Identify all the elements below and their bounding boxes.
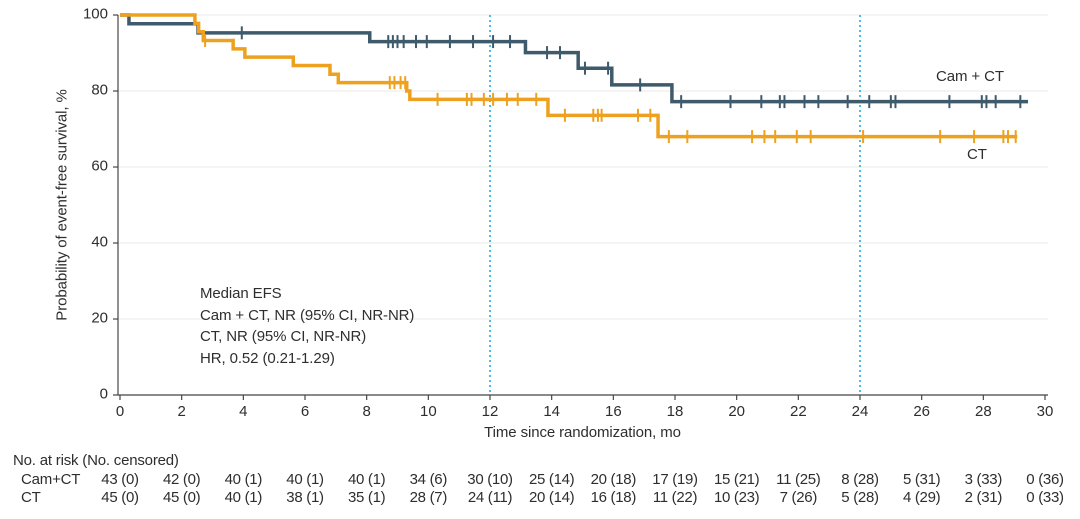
at-risk-value: 4 (29) xyxy=(902,489,941,506)
x-tick-label: 26 xyxy=(913,403,930,420)
at-risk-value: 0 (33) xyxy=(1026,489,1064,506)
at-risk-value: 15 (21) xyxy=(713,471,760,488)
at-risk-value: 40 (1) xyxy=(286,471,324,488)
at-risk-row-label-cam-ct: Cam+CT xyxy=(21,471,81,488)
x-tick-label: 6 xyxy=(300,403,310,420)
at-risk-value: 34 (6) xyxy=(409,471,448,488)
at-risk-value: 24 (11) xyxy=(467,489,513,506)
x-tick-label: 8 xyxy=(362,403,371,420)
at-risk-value: 38 (1) xyxy=(286,489,324,506)
at-risk-value: 11 (25) xyxy=(776,471,821,488)
y-tick-label: 20 xyxy=(91,309,108,327)
annotation-line-3: CT, NR (95% CI, NR-NR) xyxy=(200,328,367,345)
km-curve-ct xyxy=(120,13,1018,139)
km-curve-cam-ct xyxy=(120,13,1029,104)
y-axis-title: Probability of event-free survival, % xyxy=(53,89,71,321)
y-tick-label: 80 xyxy=(91,81,108,99)
x-tick-label: 30 xyxy=(1036,403,1054,420)
at-risk-header: No. at risk (No. censored) xyxy=(13,452,179,469)
y-tick-label: 0 xyxy=(99,385,108,403)
at-risk-value: 25 (14) xyxy=(528,471,575,488)
annotation-line-1: Median EFS xyxy=(200,285,282,302)
at-risk-value: 40 (1) xyxy=(224,489,263,506)
x-tick-label: 4 xyxy=(239,403,248,420)
at-risk-value: 5 (31) xyxy=(902,471,941,488)
at-risk-value: 28 (7) xyxy=(409,489,448,506)
at-risk-value: 3 (33) xyxy=(964,471,1003,488)
at-risk-value: 30 (10) xyxy=(467,471,513,488)
at-risk-value: 43 (0) xyxy=(101,471,139,488)
x-tick-label: 0 xyxy=(115,403,125,420)
x-tick-label: 28 xyxy=(974,403,992,420)
at-risk-row-label-ct: CT xyxy=(21,489,41,506)
at-risk-value: 10 (23) xyxy=(713,489,760,506)
x-tick-label: 24 xyxy=(851,403,869,420)
at-risk-value: 45 (0) xyxy=(101,489,139,506)
km-plot-canvas xyxy=(113,13,1048,400)
x-tick-label: 14 xyxy=(543,403,560,420)
at-risk-value: 0 (36) xyxy=(1026,471,1064,488)
x-tick-label: 20 xyxy=(728,403,745,420)
at-risk-value: 5 (28) xyxy=(841,489,879,506)
at-risk-value: 8 (28) xyxy=(841,471,879,488)
series-label-ct: CT xyxy=(967,146,987,163)
at-risk-value: 35 (1) xyxy=(347,489,386,506)
x-tick-label: 16 xyxy=(604,403,622,420)
x-tick-label: 10 xyxy=(419,403,437,420)
annotation-line-4: HR, 0.52 (0.21-1.29) xyxy=(200,349,335,367)
at-risk-value: 45 (0) xyxy=(162,489,201,506)
y-tick-label: 60 xyxy=(91,157,108,175)
y-tick-label: 100 xyxy=(82,5,108,23)
x-tick-label: 12 xyxy=(481,403,499,420)
x-axis-title: Time since randomization, mo xyxy=(484,424,681,441)
annotation-line-2: Cam + CT, NR (95% CI, NR-NR) xyxy=(200,306,415,324)
at-risk-value: 20 (18) xyxy=(590,471,637,488)
x-tick-label: 22 xyxy=(789,403,807,420)
at-risk-value: 40 (1) xyxy=(224,471,263,488)
x-tick-label: 2 xyxy=(177,403,186,420)
at-risk-value: 2 (31) xyxy=(964,489,1003,506)
y-tick-label: 40 xyxy=(91,233,108,251)
x-tick-label: 18 xyxy=(666,403,684,420)
at-risk-value: 42 (0) xyxy=(162,471,201,488)
at-risk-value: 20 (14) xyxy=(528,489,575,506)
at-risk-value: 11 (22) xyxy=(652,489,698,506)
median-efs-annotation: Median EFS Cam + CT, NR (95% CI, NR-NR) … xyxy=(200,283,414,369)
series-label-cam-ct: Cam + CT xyxy=(936,68,1004,85)
at-risk-value: 7 (26) xyxy=(779,489,818,506)
at-risk-value: 40 (1) xyxy=(347,471,386,488)
at-risk-value: 16 (18) xyxy=(590,489,637,506)
at-risk-value: 17 (19) xyxy=(652,471,698,488)
